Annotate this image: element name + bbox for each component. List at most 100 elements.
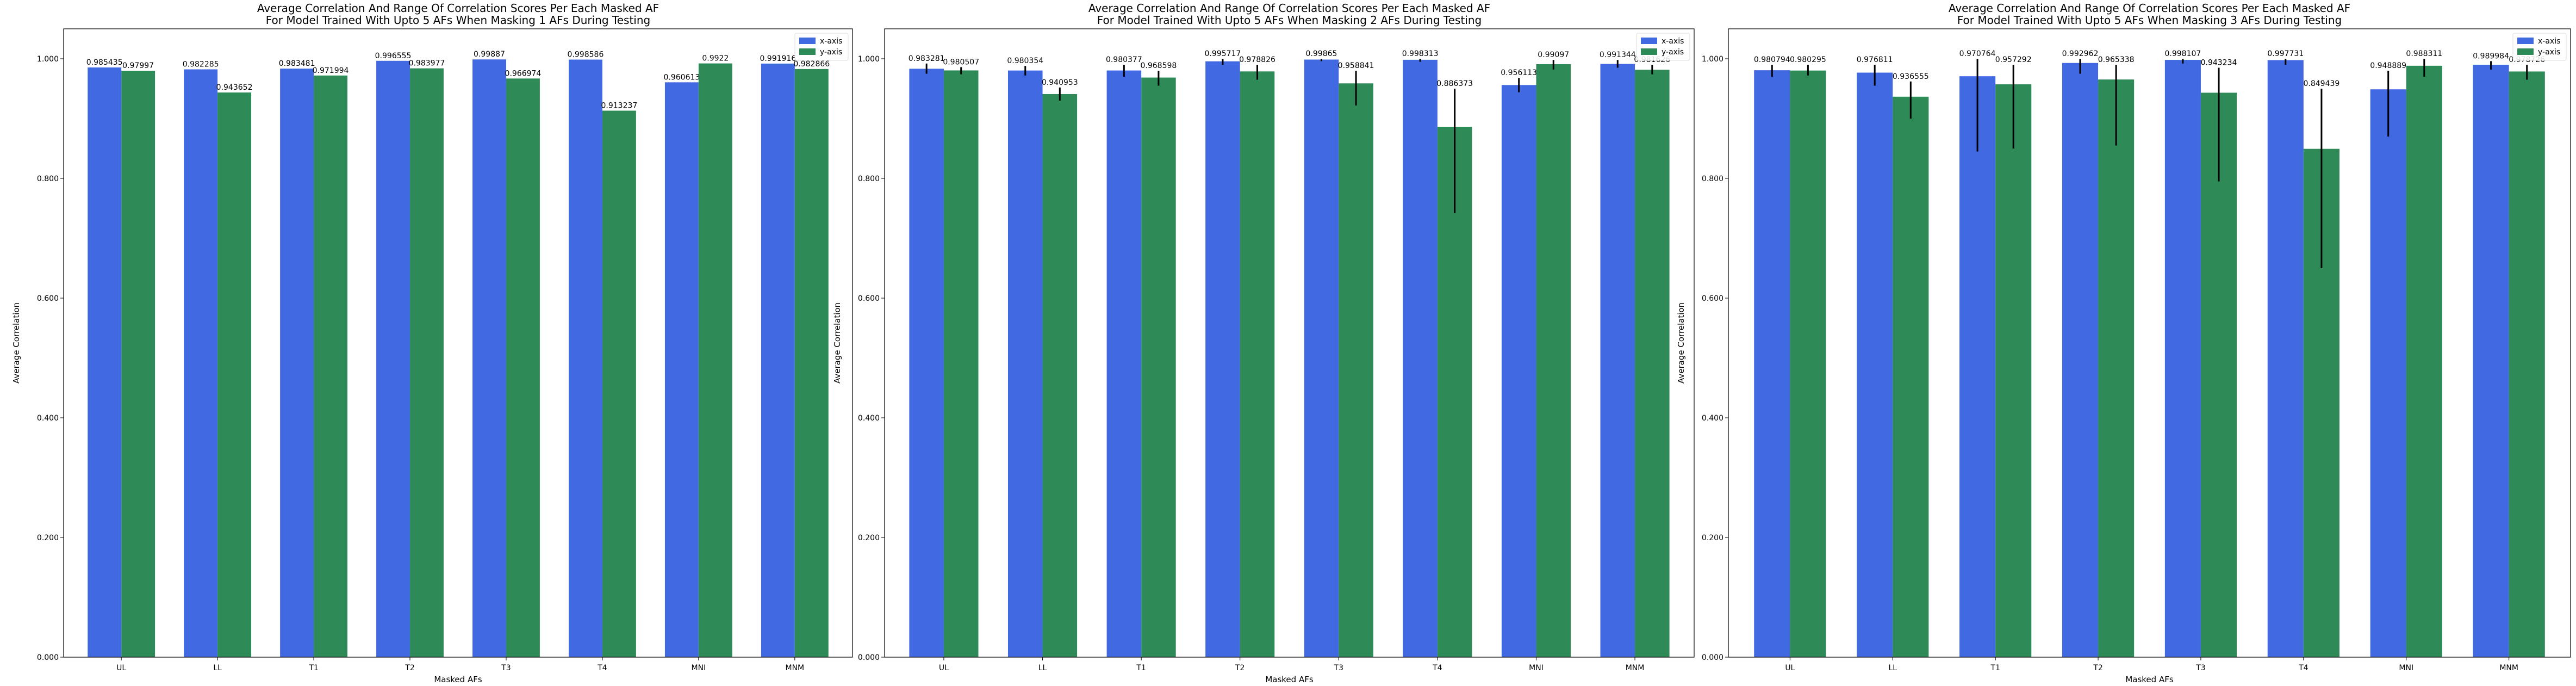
y-tick-label-1-0: 0.000 [858,653,880,662]
x-tick-label-0-7: MNM [786,664,805,672]
bar-0-0-5 [568,59,602,657]
legend-label-2-0: x-axis [2538,37,2560,46]
data-label-1-1-5: 0.886373 [1436,79,1473,88]
bar-1-1-2 [1141,77,1176,657]
data-label-1-1-1: 0.940953 [1042,78,1078,87]
x-axis-label-1: Masked AFs [1265,675,1314,684]
x-tick-label-1-6: MNI [1529,664,1544,672]
y-axis-label-0: Average Correlation [11,302,21,384]
data-label-0-0-5: 0.998586 [568,51,604,59]
axes-frame-2 [1728,28,2571,658]
y-tick-label-1-4: 0.800 [858,175,880,183]
bar-0-1-2 [314,75,348,657]
x-tick-label-0-0: UL [116,664,126,672]
bar-1-1-5 [1437,126,1472,658]
x-tick-label-1-2: T1 [1136,664,1146,672]
data-label-0-1-2: 0.971994 [313,66,349,75]
data-label-2-1-3: 0.965338 [2098,55,2135,64]
bar-0-0-3 [376,60,410,657]
bar-2-1-1 [1893,96,1929,657]
x-tick-label-1-3: T2 [1235,664,1245,672]
bar-2-0-1 [1857,72,1893,657]
x-tick-label-0-4: T3 [501,664,511,672]
data-label-1-1-2: 0.968598 [1140,61,1177,70]
data-label-2-1-0: 0.980295 [1790,55,1826,64]
bar-0-0-6 [664,82,699,658]
y-tick-label-0-0: 0.000 [37,653,59,662]
x-tick-label-2-1: LL [1888,664,1897,672]
data-label-1-1-4: 0.958841 [1338,61,1374,70]
bar-0-1-4 [506,78,540,657]
axes-frame-1 [884,28,1695,658]
data-label-2-0-2: 0.970764 [1959,50,1996,58]
x-tick-label-0-3: T2 [405,664,414,672]
legend-swatch-2-0 [2517,38,2534,44]
bar-1-1-7 [1635,70,1670,657]
bar-0-1-3 [410,68,444,658]
data-label-0-1-1: 0.943652 [216,83,253,92]
data-label-1-0-7: 0.991344 [1600,51,1636,59]
chart-title-1-0: Average Correlation And Range Of Correla… [1088,2,1490,15]
legend-swatch-0-0 [799,38,816,44]
bar-1-1-4 [1339,83,1373,657]
data-label-2-1-1: 0.936555 [1893,72,1929,81]
data-label-1-0-3: 0.995717 [1205,50,1241,58]
bar-1-0-1 [1007,70,1043,657]
data-label-2-0-5: 0.997731 [2267,50,2304,58]
x-tick-label-2-0: UL [1785,664,1795,672]
bar-0-0-1 [184,69,218,658]
legend-label-0-1: y-axis [820,48,842,57]
data-label-2-1-5: 0.849439 [2304,79,2340,88]
x-tick-label-2-2: T1 [1990,664,2000,672]
x-axis-label-0: Masked AFs [434,675,482,684]
x-tick-label-1-4: T3 [1334,664,1343,672]
bar-1-0-5 [1403,59,1438,657]
data-label-1-1-0: 0.980507 [943,58,979,66]
bar-1-0-3 [1205,61,1240,657]
bar-2-1-2 [1995,84,2032,658]
data-label-1-1-3: 0.978826 [1239,55,1275,64]
bar-2-0-2 [1959,76,1996,657]
x-axis-label-2: Masked AFs [2125,675,2174,684]
data-label-0-1-7: 0.982866 [793,60,830,69]
chart-title-2-0: Average Correlation And Range Of Correla… [1949,2,2350,15]
bar-0-0-2 [280,69,314,657]
data-label-0-1-0: 0.97997 [122,61,154,70]
legend-label-0-0: x-axis [820,37,842,46]
y-tick-label-0-4: 0.800 [37,175,59,183]
data-label-0-0-4: 0.99887 [474,50,505,59]
y-tick-label-0-3: 0.600 [37,294,59,303]
data-label-0-0-6: 0.960613 [664,73,700,82]
legend-label-1-1: y-axis [1662,48,1684,57]
bar-1-0-6 [1501,85,1536,658]
y-tick-label-2-1: 0.200 [1702,534,1723,542]
data-label-2-0-3: 0.992962 [2062,50,2099,58]
legend-swatch-2-1 [2517,48,2534,55]
y-tick-label-2-2: 0.400 [1702,414,1723,423]
bar-2-1-0 [1790,70,1826,657]
bar-0-1-6 [698,63,732,658]
chart-title-2-1: For Model Trained With Upto 5 AFs When M… [1957,14,2342,27]
bar-0-0-0 [88,67,122,658]
bar-2-1-3 [2098,79,2135,658]
bar-1-1-3 [1240,71,1275,658]
y-tick-label-0-5: 1.000 [37,55,59,64]
x-tick-label-0-2: T1 [308,664,318,672]
chart-title-0-1: For Model Trained With Upto 5 AFs When M… [266,14,650,27]
x-tick-label-0-6: MNI [692,664,706,672]
y-tick-label-2-5: 1.000 [1702,55,1723,64]
bar-2-1-6 [2406,65,2442,657]
y-tick-label-1-3: 0.600 [858,294,880,303]
y-tick-label-2-0: 0.000 [1702,653,1723,662]
x-tick-label-2-3: T2 [2093,664,2102,672]
chart-title-0-0: Average Correlation And Range Of Correla… [257,2,659,15]
data-label-2-0-1: 0.976811 [1857,55,1893,64]
data-label-1-0-6: 0.956113 [1501,69,1537,77]
y-tick-label-2-3: 0.600 [1702,294,1723,303]
bar-2-0-3 [2062,63,2099,657]
legend-swatch-0-1 [799,48,816,55]
data-label-0-1-3: 0.983977 [409,59,445,68]
bar-1-0-7 [1600,64,1635,657]
y-tick-label-1-1: 0.200 [858,534,880,542]
bar-1-0-2 [1106,70,1142,657]
